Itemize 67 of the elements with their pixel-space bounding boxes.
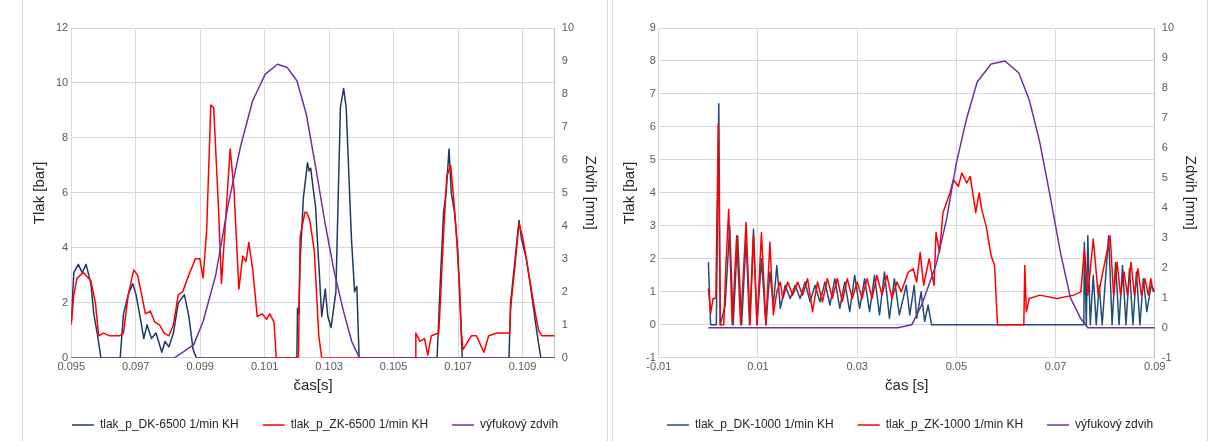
x-tick-label: 0.095 <box>57 360 85 373</box>
legend-label: tlak_p_ZK-6500 1/min KH <box>290 417 429 432</box>
y-tick-label: 1 <box>649 284 656 297</box>
y2-axis-title: Zdvih [mm] <box>582 155 600 230</box>
legend-label: tlak_p_ZK-1000 1/min KH <box>885 417 1024 432</box>
y-tick-label: 8 <box>62 130 69 143</box>
y2-tick-label: 5 <box>561 185 568 198</box>
y-tick-label: 8 <box>649 54 656 67</box>
x-tick-label: 0.07 <box>1044 360 1067 373</box>
y2-tick-label: 4 <box>1161 200 1168 213</box>
x-axis-title: čas[s] <box>293 376 333 394</box>
y-tick-label: 6 <box>62 185 69 198</box>
y2-tick-label: 2 <box>1161 260 1168 273</box>
y2-tick-label: 3 <box>1161 230 1168 243</box>
y-tick-label: 3 <box>649 218 656 231</box>
y2-tick-label: 0 <box>561 350 568 363</box>
y-axis-title: Tlak [bar] <box>620 161 638 225</box>
y-tick-label: 6 <box>649 119 656 132</box>
y2-tick-label: 10 <box>561 21 575 34</box>
x-tick-label: -0.01 <box>646 360 672 373</box>
x-tick-label: 0.03 <box>846 360 868 373</box>
y2-tick-label: 6 <box>1161 140 1168 153</box>
x-tick-label: 0.099 <box>186 360 214 373</box>
y2-tick-label: 9 <box>1161 51 1168 64</box>
y-tick-label: 9 <box>649 21 656 34</box>
y2-tick-label: 4 <box>561 218 568 231</box>
y2-tick-label: -1 <box>1161 350 1172 363</box>
y-tick-label: 4 <box>649 185 656 198</box>
y-tick-label: -1 <box>646 350 656 363</box>
y-tick-label: 2 <box>62 295 69 308</box>
x-tick-label: 0.103 <box>315 360 343 373</box>
y2-tick-label: 10 <box>1161 21 1175 34</box>
legend-label: výfukový zdvih <box>1075 417 1154 432</box>
y2-tick-label: 8 <box>561 86 568 99</box>
x-tick-label: 0.097 <box>121 360 150 373</box>
x-tick-label: 0.109 <box>508 360 537 373</box>
y-tick-label: 4 <box>62 240 69 253</box>
y-axis-title: Tlak [bar] <box>30 161 48 225</box>
y-tick-label: 2 <box>649 251 656 264</box>
y-tick-label: 0 <box>649 317 656 330</box>
x-tick-label: 0.09 <box>1144 360 1166 373</box>
x-axis-title: čas [s] <box>885 376 929 394</box>
y2-tick-label: 3 <box>561 251 568 264</box>
legend-label: výfukový zdvih <box>480 417 559 432</box>
y2-tick-label: 1 <box>1161 290 1168 303</box>
x-tick-label: 0.107 <box>444 360 472 373</box>
x-tick-label: 0.05 <box>945 360 968 373</box>
y2-tick-label: 8 <box>1161 80 1168 93</box>
y2-tick-label: 7 <box>1161 110 1168 123</box>
y2-tick-label: 0 <box>1161 320 1168 333</box>
y2-tick-label: 5 <box>1161 170 1168 183</box>
legend-label: tlak_p_DK-1000 1/min KH <box>694 417 834 432</box>
x-tick-label: 0.101 <box>250 360 279 373</box>
x-tick-label: 0.105 <box>379 360 408 373</box>
y2-axis-title: Zdvih [mm] <box>1182 155 1200 230</box>
y-tick-label: 0 <box>62 350 69 363</box>
y2-tick-label: 6 <box>561 152 568 165</box>
y2-tick-label: 7 <box>561 119 568 132</box>
y-tick-label: 10 <box>55 76 69 88</box>
y-tick-label: 5 <box>649 152 656 165</box>
y-tick-label: 12 <box>55 21 69 34</box>
y2-tick-label: 1 <box>561 317 568 330</box>
legend-label: tlak_p_DK-6500 1/min KH <box>99 417 239 432</box>
x-tick-label: 0.01 <box>747 360 769 373</box>
y2-tick-label: 9 <box>561 54 568 67</box>
y2-tick-label: 2 <box>561 284 568 297</box>
y-tick-label: 7 <box>649 86 656 99</box>
